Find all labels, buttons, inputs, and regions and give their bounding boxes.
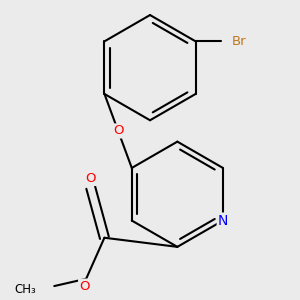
Text: CH₃: CH₃ xyxy=(14,283,36,296)
Text: O: O xyxy=(85,172,96,185)
Text: N: N xyxy=(218,214,228,228)
Text: O: O xyxy=(113,124,123,137)
Text: O: O xyxy=(79,280,90,292)
Text: Br: Br xyxy=(232,35,247,48)
